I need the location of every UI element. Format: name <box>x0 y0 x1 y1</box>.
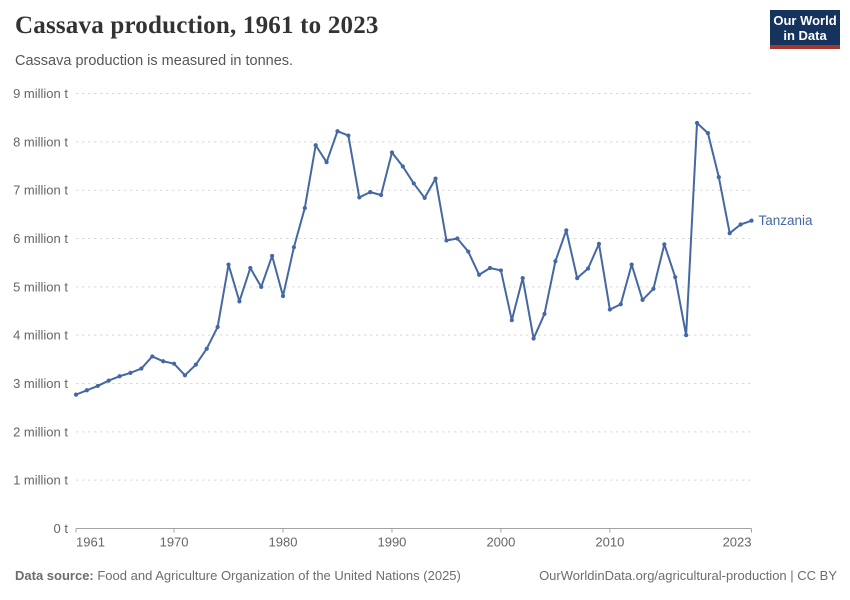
data-point[interactable] <box>106 378 111 383</box>
series-line-tanzania[interactable] <box>75 122 753 396</box>
data-point[interactable] <box>357 195 362 200</box>
data-point[interactable] <box>542 311 547 317</box>
data-point[interactable] <box>324 160 329 165</box>
data-point[interactable] <box>509 318 514 323</box>
data-point[interactable] <box>302 205 307 211</box>
data-point[interactable] <box>280 293 286 299</box>
data-point[interactable] <box>662 242 667 247</box>
data-point[interactable] <box>389 150 395 155</box>
data-point[interactable] <box>498 268 504 273</box>
data-point[interactable] <box>575 276 580 281</box>
data-point[interactable] <box>248 265 253 271</box>
data-point[interactable] <box>411 181 416 186</box>
data-point[interactable] <box>171 361 177 366</box>
y-axis-tick-label: 3 million t <box>13 376 68 391</box>
data-point[interactable] <box>564 228 569 233</box>
data-point[interactable] <box>73 392 79 397</box>
data-point[interactable] <box>596 241 602 246</box>
data-point[interactable] <box>673 275 678 280</box>
y-axis-tick-label: 7 million t <box>13 183 68 198</box>
page-title: Cassava production, 1961 to 2023 <box>15 12 379 39</box>
x-axis-tick-label: 2010 <box>595 535 624 550</box>
y-axis-tick-label: 8 million t <box>13 134 68 149</box>
data-point[interactable] <box>182 373 188 378</box>
data-point[interactable] <box>346 133 351 138</box>
data-point[interactable] <box>84 388 89 393</box>
data-point[interactable] <box>226 262 231 267</box>
data-point[interactable] <box>313 143 318 148</box>
data-point[interactable] <box>161 359 166 364</box>
data-point[interactable] <box>520 276 525 281</box>
data-point[interactable] <box>531 336 536 341</box>
data-point[interactable] <box>716 175 721 180</box>
data-point[interactable] <box>466 249 471 254</box>
y-axis-tick-label: 2 million t <box>13 424 68 439</box>
data-point[interactable] <box>444 238 449 243</box>
data-point[interactable] <box>95 383 100 389</box>
y-axis-tick-label: 5 million t <box>13 279 68 294</box>
data-point[interactable] <box>259 284 264 289</box>
data-point[interactable] <box>607 307 612 312</box>
data-point[interactable] <box>684 333 689 338</box>
data-point[interactable] <box>193 362 198 367</box>
data-point[interactable] <box>128 370 133 375</box>
data-point[interactable] <box>291 245 297 250</box>
data-point[interactable] <box>368 190 373 195</box>
y-axis-tick-label: 6 million t <box>13 231 68 246</box>
footer-link[interactable]: OurWorldinData.org/agricultural-producti… <box>539 568 837 583</box>
data-point[interactable] <box>433 176 438 181</box>
data-point[interactable] <box>204 346 209 351</box>
data-point[interactable] <box>335 129 340 134</box>
data-point[interactable] <box>749 218 754 223</box>
data-point[interactable] <box>215 324 220 330</box>
owid-logo-line1: Our World <box>773 12 837 28</box>
data-point[interactable] <box>738 222 743 227</box>
data-point[interactable] <box>640 297 645 302</box>
data-point[interactable] <box>487 265 493 271</box>
data-point[interactable] <box>705 131 711 136</box>
data-point[interactable] <box>139 366 144 371</box>
data-point[interactable] <box>585 266 591 271</box>
data-point[interactable] <box>651 286 656 291</box>
data-point[interactable] <box>455 236 460 241</box>
y-axis-tick-label: 4 million t <box>13 328 68 343</box>
data-point[interactable] <box>378 192 384 198</box>
data-point[interactable] <box>400 164 405 169</box>
data-point[interactable] <box>150 354 155 359</box>
data-point[interactable] <box>237 299 242 304</box>
x-axis-tick-label: 1990 <box>377 535 406 550</box>
data-source-label: Data source: <box>15 568 94 583</box>
series-label[interactable]: Tanzania <box>759 213 814 228</box>
data-point[interactable] <box>117 374 122 379</box>
x-axis-tick-label: 1961 <box>76 535 105 550</box>
data-point[interactable] <box>553 259 558 264</box>
x-axis-tick-label: 1970 <box>160 535 189 550</box>
y-axis-tick-label: 1 million t <box>13 473 68 488</box>
data-point[interactable] <box>618 302 623 307</box>
owid-logo[interactable]: Our World in Data <box>770 10 840 49</box>
x-axis-tick-label: 2000 <box>486 535 515 550</box>
data-point[interactable] <box>694 120 700 126</box>
data-point[interactable] <box>477 272 482 277</box>
y-axis-tick-label: 0 t <box>54 521 69 536</box>
data-point[interactable] <box>422 195 427 201</box>
y-axis-tick-label: 9 million t <box>13 86 68 101</box>
x-axis-tick-label: 1980 <box>269 535 298 550</box>
data-point[interactable] <box>727 231 732 236</box>
data-source-text: Food and Agriculture Organization of the… <box>93 568 461 583</box>
data-point[interactable] <box>629 262 634 267</box>
x-axis-tick-label: 2023 <box>723 535 752 550</box>
chart-subtitle: Cassava production is measured in tonnes… <box>15 53 294 69</box>
owid-logo-line2: in Data <box>783 27 827 43</box>
data-point[interactable] <box>270 253 275 259</box>
data-source: Data source: Food and Agriculture Organi… <box>15 568 461 583</box>
